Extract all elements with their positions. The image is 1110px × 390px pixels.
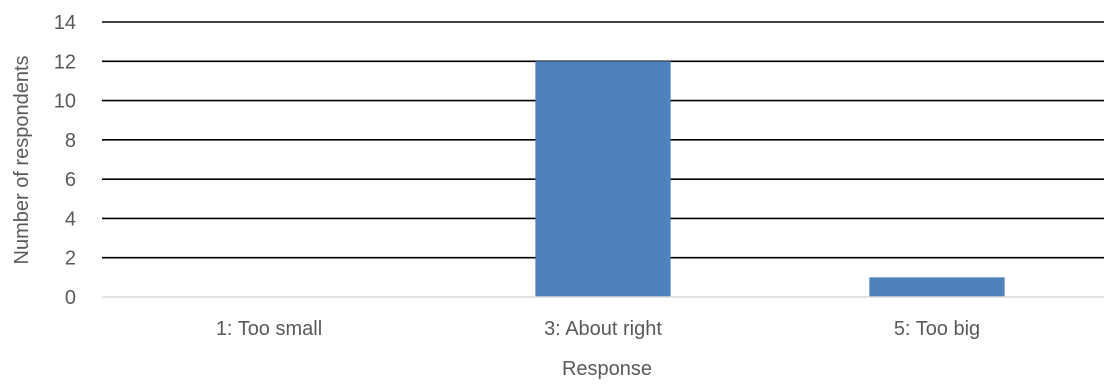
x-tick-label: 1: Too small	[216, 318, 322, 340]
x-tick-label: 5: Too big	[894, 318, 980, 340]
y-tick-label: 4	[65, 208, 76, 230]
x-tick-label: 3: About right	[544, 318, 662, 340]
y-tick-label: 12	[54, 51, 76, 73]
y-tick-label: 8	[65, 130, 76, 152]
bar	[869, 277, 1005, 297]
bar	[535, 61, 671, 298]
y-tick-labels: 0 2 4 6 8 10 12 14	[54, 12, 76, 309]
y-axis-title: Number of respondents	[11, 55, 33, 264]
y-tick-label: 10	[54, 91, 76, 113]
y-tick-label: 0	[65, 287, 76, 309]
y-tick-label: 14	[54, 12, 76, 34]
y-tick-label: 2	[65, 248, 76, 270]
y-tick-label: 6	[65, 169, 76, 191]
bars	[535, 61, 1005, 298]
x-tick-labels: 1: Too small 3: About right 5: Too big	[216, 318, 980, 340]
x-axis-title: Response	[562, 358, 652, 380]
